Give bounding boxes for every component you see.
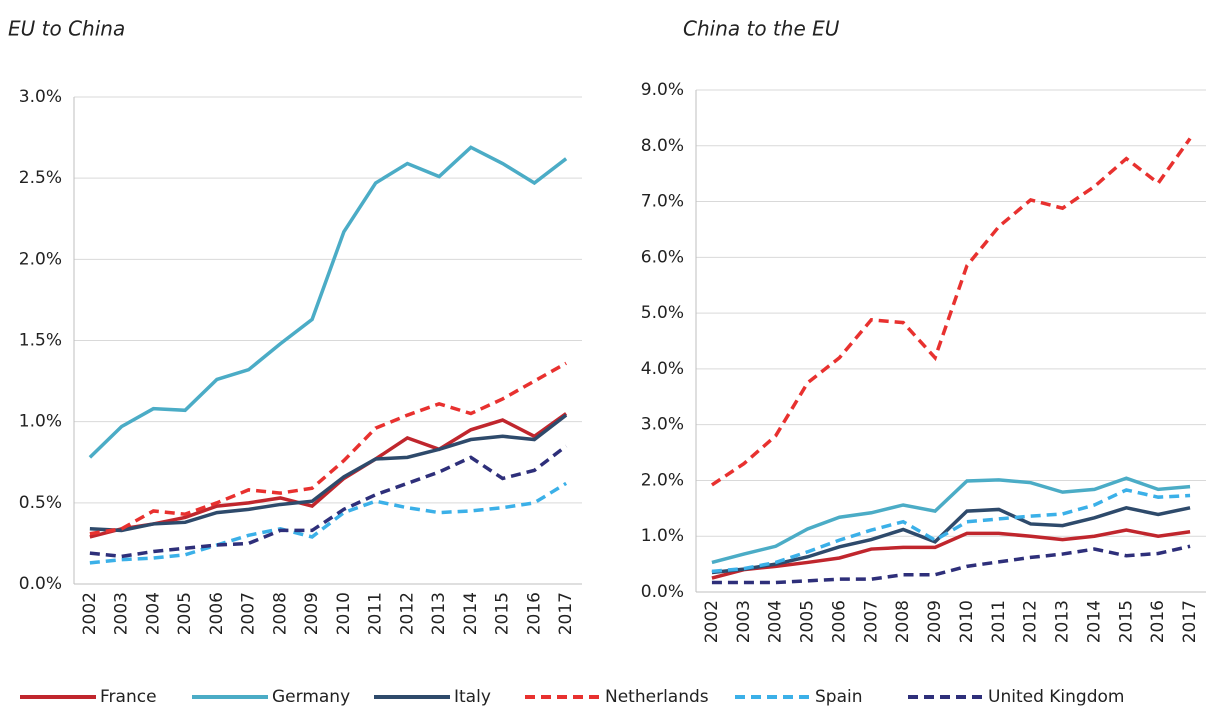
x-tick-label: 2006 (829, 600, 849, 643)
x-tick-label: 2014 (461, 592, 481, 635)
series-line (89, 481, 568, 565)
series-line (711, 488, 1191, 574)
series-line (711, 476, 1191, 565)
legend-label: Netherlands (605, 687, 709, 707)
series-line (89, 361, 567, 536)
y-tick-label: 3.0% (641, 415, 684, 435)
x-tick-label: 2003 (112, 592, 132, 635)
x-tick-label: 2013 (1053, 600, 1073, 643)
series-line (89, 413, 568, 533)
series-line (710, 137, 1192, 487)
y-tick-label: 7.0% (641, 192, 684, 212)
x-tick-label: 2004 (143, 592, 163, 635)
x-tick-label: 2016 (1148, 600, 1168, 643)
x-tick-label: 2014 (1084, 600, 1104, 643)
series-line (711, 528, 1191, 580)
x-tick-label: 2011 (989, 600, 1009, 643)
y-tick-label: 4.0% (641, 359, 684, 379)
x-tick-label: 2007 (239, 592, 259, 635)
y-tick-label: 0.0% (641, 582, 684, 602)
x-tick-label: 2012 (1021, 600, 1041, 643)
y-tick-label: 0.5% (19, 493, 62, 513)
x-tick-label: 2008 (893, 600, 913, 643)
x-tick-label: 2007 (861, 600, 881, 643)
legend-label: Spain (815, 687, 863, 707)
x-tick-label: 2017 (556, 592, 576, 635)
y-tick-label: 3.0% (19, 87, 62, 107)
series-line (89, 412, 568, 539)
chart-title: China to the EU (683, 17, 840, 41)
x-tick-label: 2004 (766, 600, 786, 643)
x-tick-label: 2013 (429, 592, 449, 635)
legend-label: United Kingdom (988, 687, 1124, 707)
legend-label: France (100, 687, 157, 707)
x-tick-label: 2011 (366, 592, 386, 635)
x-tick-label: 2003 (734, 600, 754, 643)
x-tick-label: 2009 (925, 600, 945, 643)
x-tick-label: 2017 (1180, 600, 1200, 643)
series-line (89, 444, 568, 559)
x-tick-label: 2012 (397, 592, 417, 635)
x-tick-label: 2005 (175, 592, 195, 635)
y-tick-label: 5.0% (641, 303, 684, 323)
series-line (711, 505, 1191, 575)
x-tick-label: 2010 (334, 592, 354, 635)
y-tick-label: 8.0% (641, 136, 684, 156)
chart-title: EU to China (8, 17, 125, 41)
y-tick-label: 2.0% (641, 470, 684, 490)
x-tick-label: 2010 (957, 600, 977, 643)
y-tick-label: 2.0% (19, 249, 62, 269)
x-tick-label: 2006 (207, 592, 227, 635)
x-tick-label: 2005 (798, 600, 818, 643)
legend-label: Germany (272, 687, 350, 707)
y-tick-label: 2.5% (19, 168, 62, 188)
x-tick-label: 2009 (302, 592, 322, 635)
x-tick-label: 2015 (1116, 600, 1136, 643)
x-tick-label: 2002 (80, 592, 100, 635)
legend-label: Italy (454, 687, 491, 707)
y-tick-label: 1.0% (19, 412, 62, 432)
y-tick-label: 1.5% (19, 331, 62, 351)
y-tick-label: 1.0% (641, 526, 684, 546)
x-tick-label: 2015 (493, 592, 513, 635)
y-tick-label: 0.0% (19, 574, 62, 594)
series-line (88, 145, 568, 459)
x-tick-label: 2002 (702, 600, 722, 643)
x-tick-label: 2016 (524, 592, 544, 635)
y-tick-label: 6.0% (641, 247, 684, 267)
y-tick-label: 9.0% (641, 80, 684, 100)
x-tick-label: 2008 (270, 592, 290, 635)
series-line (711, 544, 1191, 585)
